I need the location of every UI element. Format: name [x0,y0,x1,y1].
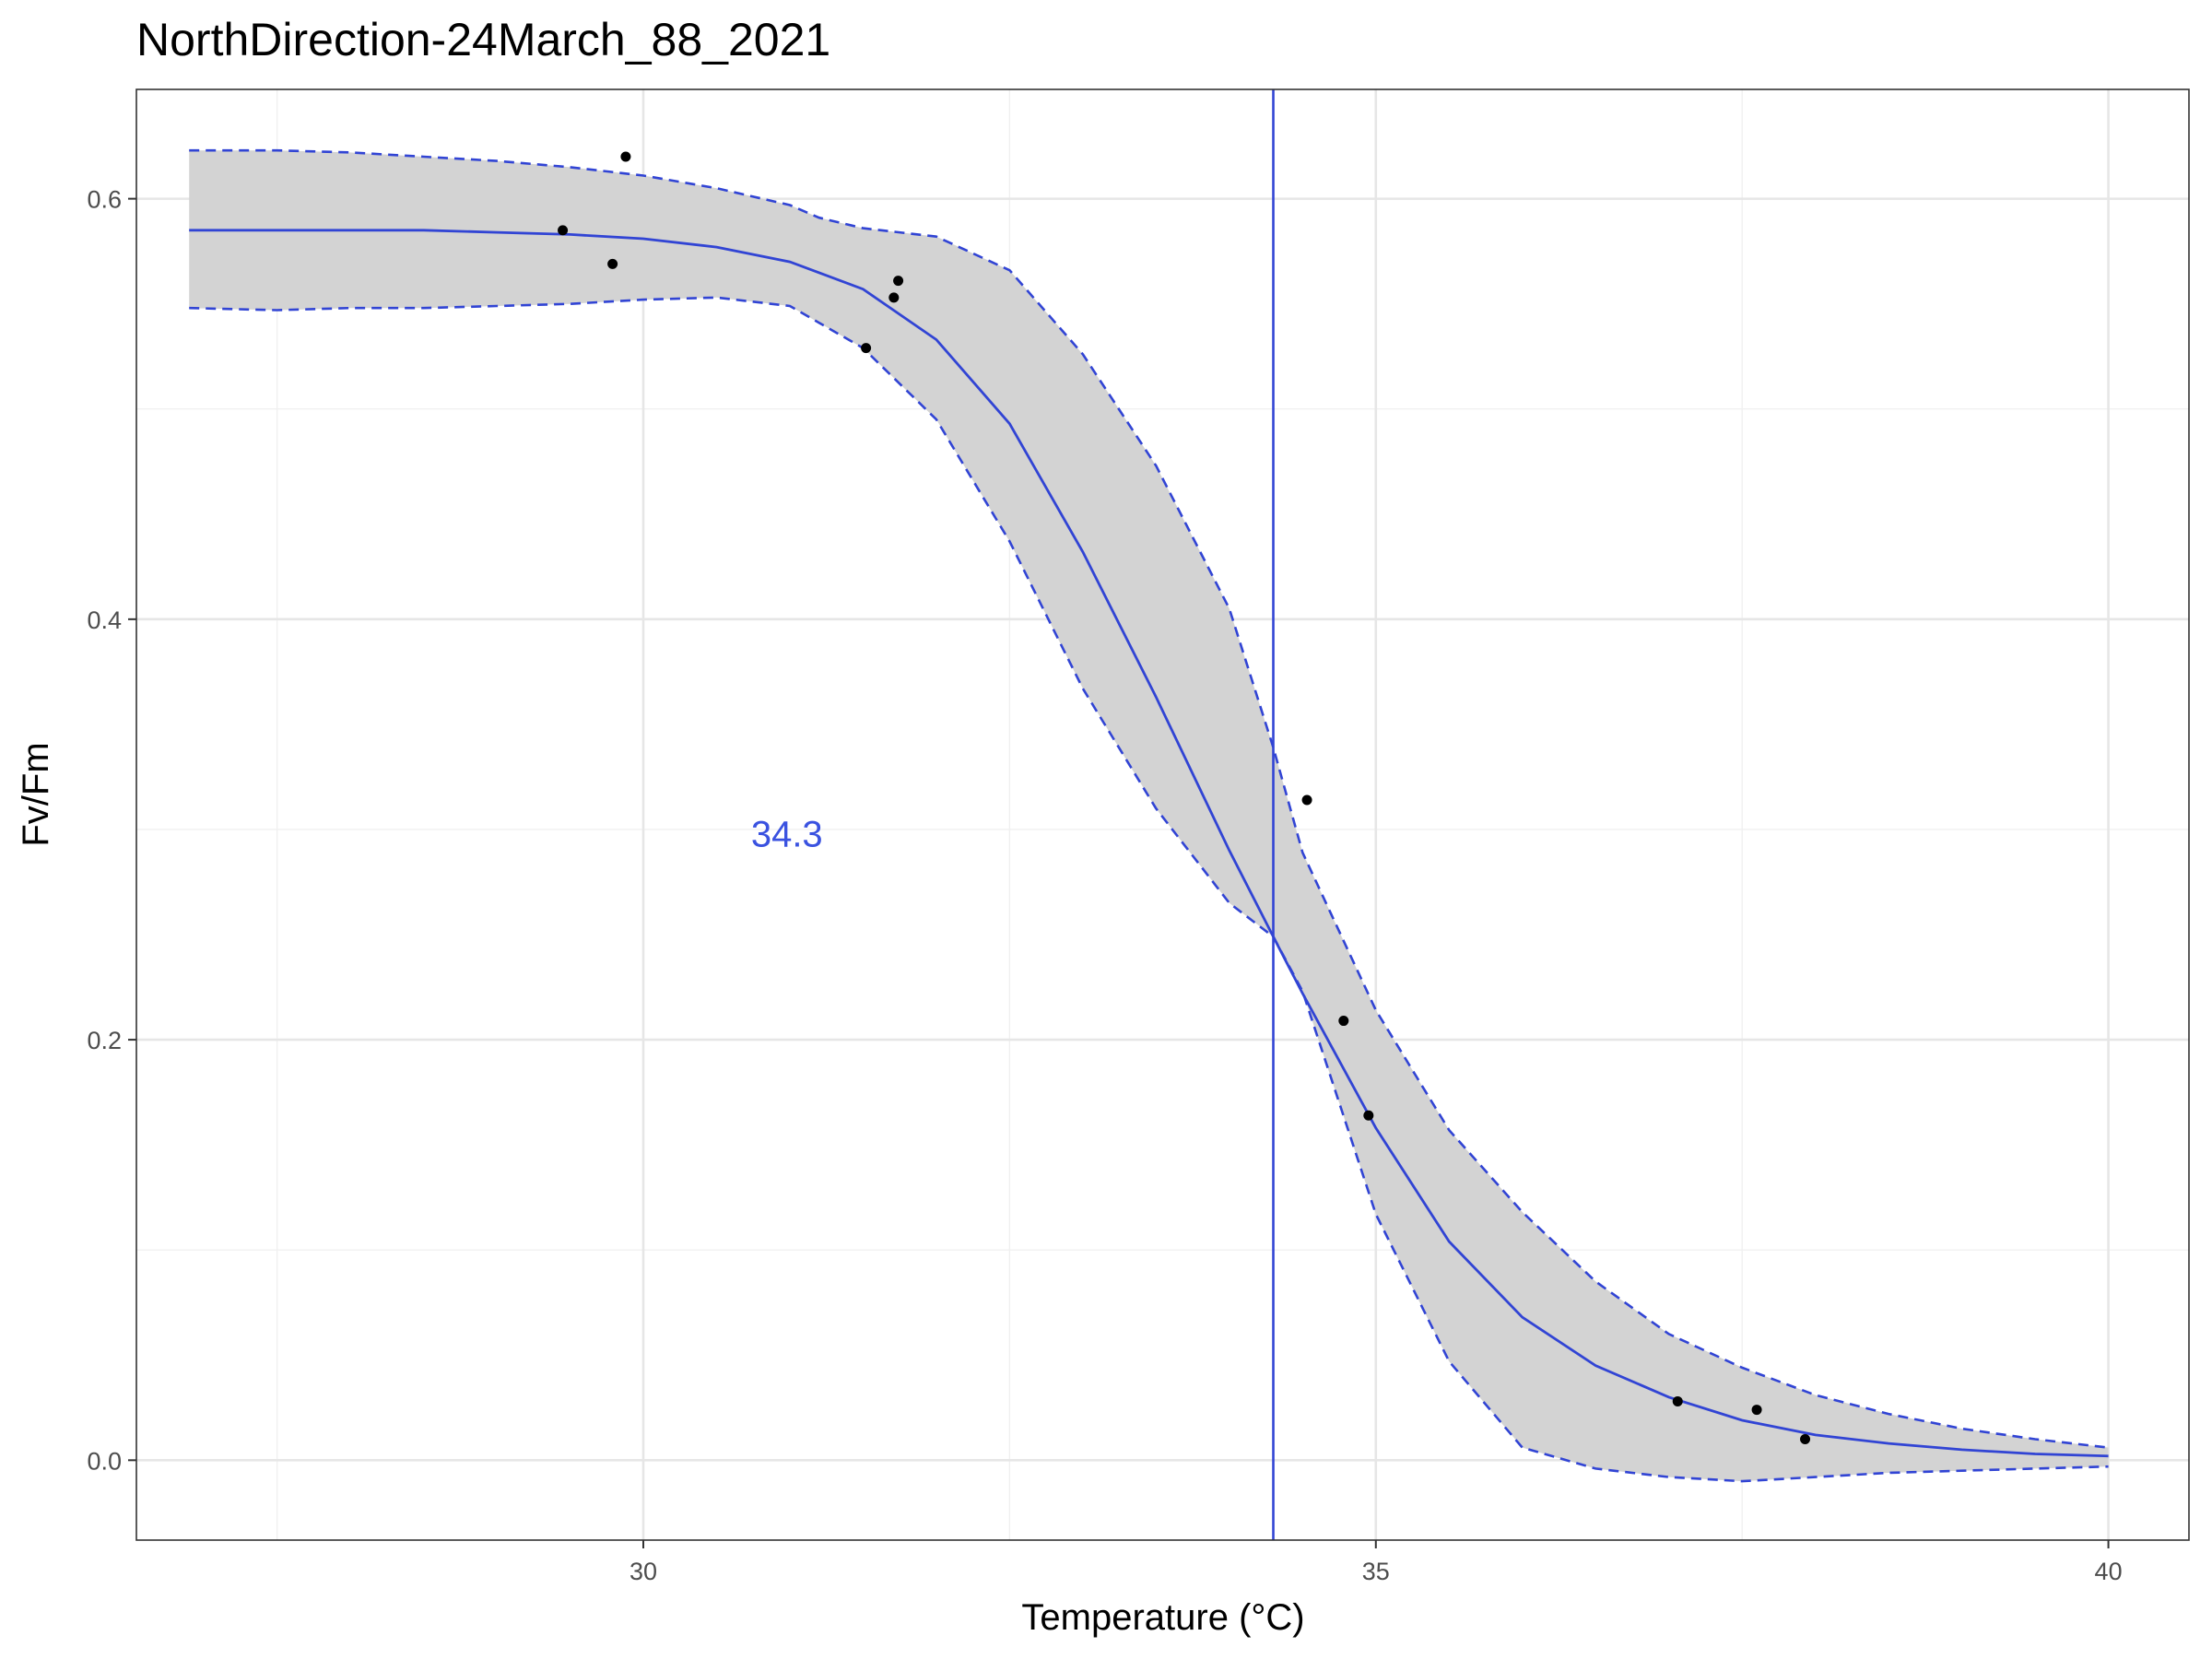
data-point [1751,1405,1762,1416]
confidence-limits [189,148,2109,1483]
data-point [1363,1110,1374,1121]
data-point [1800,1434,1811,1445]
y-tick-label: 0.0 [87,1447,122,1475]
data-point [893,276,904,287]
x-axis-ticks: 30 35 40 [629,1540,2123,1585]
x-axis-title: Temperature (°C) [1021,1597,1304,1638]
fit-curve [189,229,2109,1458]
y-axis-title: Fv/Fm [16,742,56,846]
panel-border [135,88,2190,1541]
confidence-ribbon [189,150,2109,1482]
chart-title: NorthDirection-24March_88_2021 [136,14,830,65]
lower-confidence-line [189,296,2109,1483]
y-axis-ticks: 0.0 0.2 0.4 0.6 [87,186,136,1475]
fit-curve-group [189,229,2109,1458]
y-tick-label: 0.6 [87,186,122,214]
data-point [1301,794,1312,806]
x-tick-label: 40 [2095,1558,2123,1585]
data-point [558,225,569,236]
data-point [620,151,631,162]
y-tick-label: 0.2 [87,1027,122,1054]
threshold-annotation: 34.3 [751,815,823,855]
data-point [1338,1016,1349,1027]
y-tick-label: 0.4 [87,606,122,634]
data-point [861,343,872,354]
data-points [558,151,1811,1445]
x-tick-label: 35 [1362,1558,1390,1585]
data-point [888,292,900,303]
confidence-band [189,150,2109,1482]
data-point [1672,1395,1683,1406]
x-tick-label: 30 [629,1558,657,1585]
upper-confidence-line [189,148,2109,1449]
data-point [607,258,618,269]
